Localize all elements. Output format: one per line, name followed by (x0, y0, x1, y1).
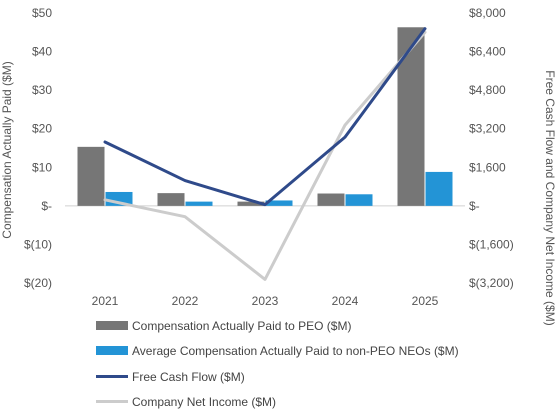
y2-tick-label: $1,600 (469, 160, 506, 174)
peo-bar (237, 201, 265, 206)
y2-tick-label: $3,200 (469, 122, 506, 136)
neo-bar (425, 171, 453, 206)
net-income-line (103, 30, 427, 281)
right-axis-ticks: $8,000 $6,400 $4,800 $3,200 $1,600 $- $(1,600)… (469, 6, 514, 290)
y2-tick-label: $6,400 (469, 45, 506, 59)
lines (103, 27, 427, 281)
legend-label: Company Net Income ($M) (132, 395, 276, 409)
y-tick-label: $50 (32, 6, 52, 20)
peo-bar (77, 146, 105, 206)
free-cash-flow-line (103, 27, 427, 207)
y2-tick-label: $8,000 (469, 6, 506, 20)
legend-label: Free Cash Flow ($M) (132, 370, 245, 384)
y-axis-title: Compensation Actually Paid ($M) (0, 61, 14, 238)
legend-swatch (96, 346, 128, 355)
legend-label: Average Compensation Actually Paid to no… (132, 344, 459, 358)
y-tick-label: $30 (32, 83, 52, 97)
bars (77, 27, 453, 206)
x-tick-label: 2022 (172, 294, 199, 308)
neo-bar (265, 200, 293, 206)
peo-bar (317, 193, 345, 206)
y-tick-label: $- (41, 199, 52, 213)
neo-bar (185, 201, 213, 206)
left-axis-ticks: $50 $40 $30 $20 $10 $- $(10) $(20) (24, 6, 52, 290)
legend: Compensation Actually Paid to PEO ($M) Av… (96, 319, 459, 409)
y-tick-label: $(20) (24, 276, 52, 290)
x-tick-label: 2024 (332, 294, 359, 308)
y-tick-label: $(10) (24, 237, 52, 251)
y-tick-label: $20 (32, 122, 52, 136)
y-tick-label: $10 (32, 160, 52, 174)
peo-bar (157, 193, 185, 206)
y2-tick-label: $(3,200) (469, 276, 514, 290)
y2-tick-label: $(1,600) (469, 237, 514, 251)
x-tick-label: 2023 (252, 294, 279, 308)
y2-axis-title: Free Cash Flow and Company Net Income ($… (543, 70, 555, 325)
peo-bar (397, 27, 425, 206)
y2-tick-label: $4,800 (469, 83, 506, 97)
x-axis-ticks: 2021 2022 2023 2024 2025 (92, 294, 439, 308)
y-tick-label: $40 (32, 45, 52, 59)
y2-tick-label: $- (469, 199, 480, 213)
x-tick-label: 2021 (92, 294, 119, 308)
legend-swatch (96, 321, 128, 330)
legend-label: Compensation Actually Paid to PEO ($M) (132, 319, 351, 333)
x-tick-label: 2025 (412, 294, 439, 308)
neo-bar (345, 194, 373, 206)
